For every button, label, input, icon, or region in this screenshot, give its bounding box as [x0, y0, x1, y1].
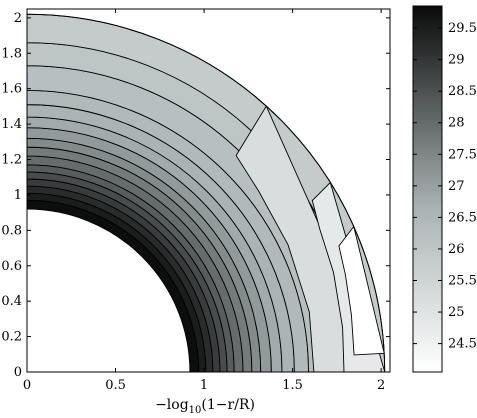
y-tick-label: 0.8	[1, 223, 22, 238]
colorbar-tick-label: 26.5	[448, 210, 477, 225]
outer-contour-region	[27, 13, 386, 372]
x-axis-label: −log10(1−r/R)	[155, 397, 255, 416]
colorbar-tick-label: 24.5	[448, 337, 477, 352]
colorbar-tick-label: 28	[448, 116, 465, 131]
outer-boundary	[27, 13, 386, 372]
y-axis-ticks: 0 0.2 0.4 0.6 0.8 1 1.2 1.4 1.6 1.8 2	[1, 11, 390, 380]
x-tick-label: 0.5	[105, 378, 126, 393]
colorbar-tick-label: 26	[448, 242, 465, 257]
y-tick-label: 0.2	[1, 330, 22, 345]
x-axis-ticks: 0 0.5 1 1.5 2	[23, 9, 385, 393]
y-tick-label: 1.8	[1, 46, 22, 61]
colorbar-tick-label: 25	[448, 305, 465, 320]
plot-frame	[26, 8, 391, 373]
y-tick-label: 1.2	[1, 153, 22, 168]
colorbar-ticks: 24.5 25 25.5 26 26.5 27 27.5 28 28.5 29 29.5	[413, 21, 477, 352]
y-tick-label: 2	[14, 11, 22, 26]
x-tick-label: 0	[23, 378, 31, 393]
colorbar-tick-label: 25.5	[448, 274, 477, 289]
plot-area	[27, 13, 386, 372]
colorbar-tick-label: 29.5	[448, 21, 477, 36]
y-tick-label: 1	[14, 188, 22, 203]
y-tick-label: 0.4	[1, 294, 22, 309]
y-tick-label: 1.6	[1, 82, 22, 97]
colorbar-tick-label: 29	[448, 53, 465, 68]
colorbar-tick-label: 27	[448, 179, 465, 194]
x-tick-label: 1	[200, 378, 208, 393]
colorbar-tick-label: 28.5	[448, 84, 477, 99]
colorbar-tick-label: 27.5	[448, 147, 477, 162]
x-tick-label: 1.5	[282, 378, 303, 393]
colorbar	[412, 5, 443, 373]
x-tick-label: 2	[377, 378, 385, 393]
y-tick-label: 0	[14, 365, 22, 380]
y-tick-label: 0.6	[1, 259, 22, 274]
y-tick-label: 1.4	[1, 117, 22, 132]
